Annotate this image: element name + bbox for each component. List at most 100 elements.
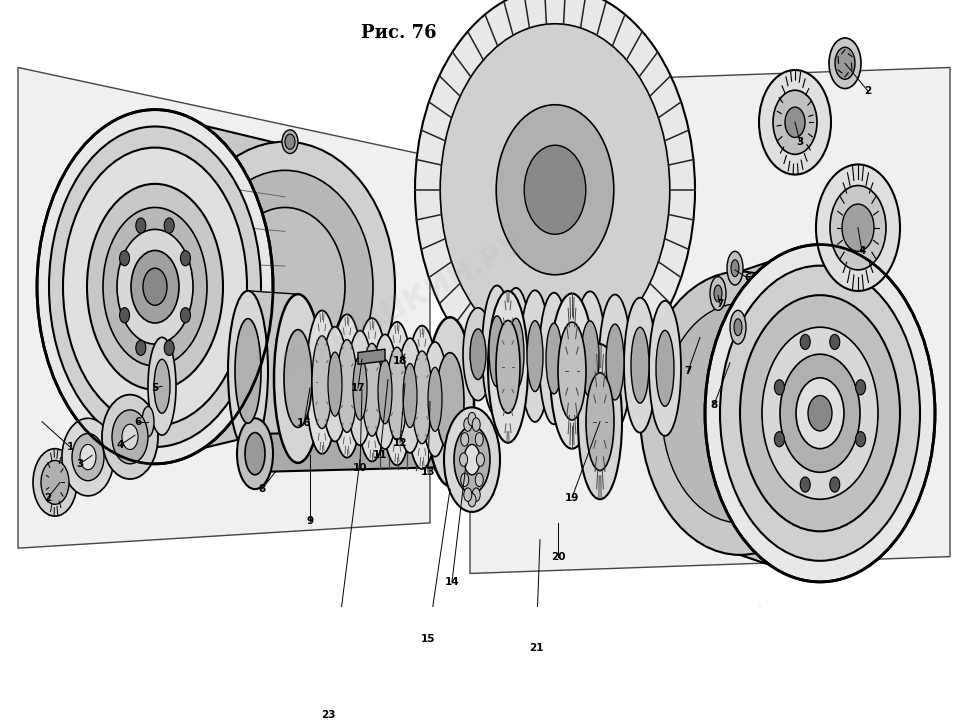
- Ellipse shape: [796, 378, 844, 449]
- Text: 3: 3: [797, 137, 804, 147]
- Text: 10: 10: [352, 463, 368, 473]
- Ellipse shape: [322, 327, 348, 441]
- Ellipse shape: [489, 316, 505, 387]
- Ellipse shape: [475, 433, 483, 446]
- Ellipse shape: [422, 342, 448, 456]
- Ellipse shape: [164, 218, 174, 233]
- Text: 11: 11: [372, 451, 387, 460]
- Ellipse shape: [606, 324, 624, 400]
- Polygon shape: [18, 68, 430, 548]
- Ellipse shape: [816, 164, 900, 291]
- Ellipse shape: [464, 488, 471, 501]
- Ellipse shape: [829, 38, 861, 89]
- Text: 4: 4: [116, 441, 124, 450]
- Text: 20: 20: [551, 552, 565, 562]
- Ellipse shape: [228, 291, 268, 451]
- Ellipse shape: [142, 407, 154, 437]
- Polygon shape: [740, 245, 820, 582]
- Ellipse shape: [801, 477, 810, 492]
- Ellipse shape: [488, 291, 528, 443]
- Ellipse shape: [120, 307, 130, 323]
- Ellipse shape: [460, 453, 468, 467]
- Ellipse shape: [135, 341, 146, 356]
- Ellipse shape: [122, 424, 138, 449]
- Ellipse shape: [624, 297, 656, 433]
- Ellipse shape: [773, 90, 817, 154]
- Ellipse shape: [762, 327, 878, 499]
- Text: 23: 23: [321, 710, 335, 720]
- Ellipse shape: [599, 294, 631, 429]
- Text: 3: 3: [77, 459, 84, 469]
- Ellipse shape: [640, 271, 840, 555]
- Polygon shape: [245, 428, 475, 472]
- Ellipse shape: [574, 292, 606, 426]
- Ellipse shape: [337, 340, 357, 432]
- Ellipse shape: [397, 338, 423, 453]
- Ellipse shape: [720, 266, 920, 561]
- Text: 7: 7: [716, 299, 724, 309]
- Ellipse shape: [426, 318, 474, 486]
- Text: 9: 9: [306, 516, 314, 526]
- Ellipse shape: [406, 325, 438, 469]
- Ellipse shape: [372, 334, 398, 449]
- Ellipse shape: [475, 473, 483, 487]
- Text: 17: 17: [350, 383, 366, 393]
- Text: 13: 13: [420, 467, 435, 477]
- Text: 8: 8: [710, 400, 718, 410]
- Ellipse shape: [476, 453, 485, 467]
- Polygon shape: [480, 74, 600, 304]
- Ellipse shape: [705, 245, 935, 582]
- Ellipse shape: [87, 184, 223, 390]
- Ellipse shape: [103, 207, 207, 366]
- Ellipse shape: [565, 325, 581, 396]
- Ellipse shape: [785, 107, 805, 138]
- Ellipse shape: [284, 330, 312, 428]
- Ellipse shape: [558, 322, 586, 420]
- Ellipse shape: [527, 320, 543, 392]
- Ellipse shape: [72, 433, 104, 481]
- Text: 7: 7: [684, 366, 692, 376]
- Ellipse shape: [830, 186, 886, 270]
- Ellipse shape: [415, 0, 695, 392]
- Text: 19: 19: [564, 492, 579, 503]
- Ellipse shape: [581, 321, 599, 397]
- Ellipse shape: [501, 288, 531, 420]
- Ellipse shape: [470, 329, 486, 379]
- Ellipse shape: [412, 351, 432, 444]
- Ellipse shape: [835, 48, 855, 79]
- Ellipse shape: [80, 444, 96, 469]
- Text: 2: 2: [864, 86, 872, 96]
- Text: МУРАШКИН.РУ: МУРАШКИН.РУ: [277, 228, 529, 380]
- Text: 1: 1: [66, 442, 74, 452]
- Ellipse shape: [730, 310, 746, 344]
- Ellipse shape: [112, 410, 148, 464]
- Ellipse shape: [37, 109, 273, 464]
- Polygon shape: [248, 291, 298, 463]
- Text: 16: 16: [297, 418, 311, 428]
- Text: 5: 5: [152, 383, 158, 393]
- Ellipse shape: [117, 230, 193, 344]
- Ellipse shape: [180, 251, 190, 266]
- Ellipse shape: [714, 285, 722, 302]
- Ellipse shape: [135, 218, 146, 233]
- Ellipse shape: [143, 268, 167, 305]
- Ellipse shape: [175, 142, 395, 432]
- Ellipse shape: [387, 347, 407, 440]
- Ellipse shape: [436, 353, 464, 451]
- Text: 6: 6: [134, 417, 142, 427]
- Polygon shape: [155, 114, 285, 459]
- Text: 14: 14: [444, 577, 459, 587]
- Ellipse shape: [378, 360, 392, 424]
- Ellipse shape: [482, 286, 512, 417]
- Ellipse shape: [347, 330, 373, 445]
- Text: 12: 12: [393, 438, 407, 448]
- Text: 2: 2: [44, 492, 52, 503]
- Ellipse shape: [631, 327, 649, 403]
- Ellipse shape: [403, 364, 417, 428]
- Ellipse shape: [468, 493, 476, 507]
- Ellipse shape: [710, 276, 726, 310]
- Ellipse shape: [740, 295, 900, 531]
- Ellipse shape: [306, 310, 338, 454]
- Ellipse shape: [550, 294, 594, 449]
- Ellipse shape: [496, 320, 520, 413]
